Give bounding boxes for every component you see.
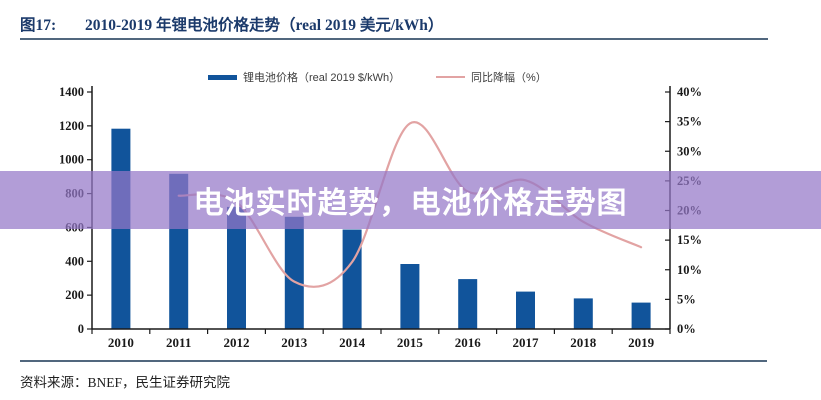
legend-label: 锂电池价格（real 2019 $/kWh）: [243, 72, 401, 84]
x-category-label: 2018: [570, 335, 597, 350]
legend-item-battery-price: 锂电池价格（real 2019 $/kWh）: [208, 70, 400, 84]
footer-divider: [20, 360, 767, 362]
x-category-label: 2013: [281, 335, 308, 350]
left-tick-label: 1000: [59, 153, 84, 167]
bar-2017: [516, 291, 535, 329]
left-tick-label: 1400: [59, 85, 84, 99]
right-tick-label: 0%: [677, 322, 696, 336]
bar-2015: [400, 264, 420, 329]
legend-label: 同比降幅（%）: [471, 72, 547, 84]
bar-2019: [631, 302, 651, 329]
bar-2014: [342, 229, 362, 329]
legend-item-yoy-decline: 同比降幅（%）: [436, 70, 547, 84]
figure-title: 2010-2019 年锂电池价格走势（real 2019 美元/kWh）: [85, 17, 444, 34]
right-tick-label: 15%: [677, 233, 702, 247]
line-series-swatch: [436, 76, 465, 78]
x-category-label: 2010: [108, 335, 134, 350]
bar-2012: [227, 206, 246, 329]
left-tick-label: 200: [65, 288, 84, 302]
header-divider: [20, 38, 768, 40]
right-tick-label: 40%: [677, 85, 702, 99]
left-tick-label: 400: [65, 254, 84, 268]
x-category-label: 2017: [513, 335, 540, 350]
watermark-title: 电池实时趋势，电池价格走势图: [193, 187, 628, 220]
source-attribution: 资料来源：BNEF，民生证券研究院: [20, 375, 231, 390]
x-category-label: 2014: [339, 335, 366, 350]
x-category-label: 2019: [628, 335, 655, 350]
right-tick-label: 10%: [677, 263, 702, 277]
right-tick-label: 35%: [677, 115, 702, 129]
x-category-label: 2012: [224, 335, 250, 350]
bar-2013: [284, 216, 304, 329]
right-tick-label: 30%: [677, 144, 702, 158]
x-category-label: 2011: [166, 335, 191, 350]
bar-2018: [573, 298, 593, 329]
left-tick-label: 1200: [59, 119, 84, 133]
bar-series-swatch: [208, 74, 237, 80]
watermark-banner: 电池实时趋势，电池价格走势图: [0, 171, 821, 229]
left-tick-label: 0: [78, 322, 84, 336]
x-category-label: 2015: [397, 335, 424, 350]
right-tick-label: 5%: [677, 292, 696, 306]
x-category-label: 2016: [455, 335, 482, 350]
bar-2016: [458, 279, 478, 329]
figure-label: 图17:: [20, 17, 57, 34]
